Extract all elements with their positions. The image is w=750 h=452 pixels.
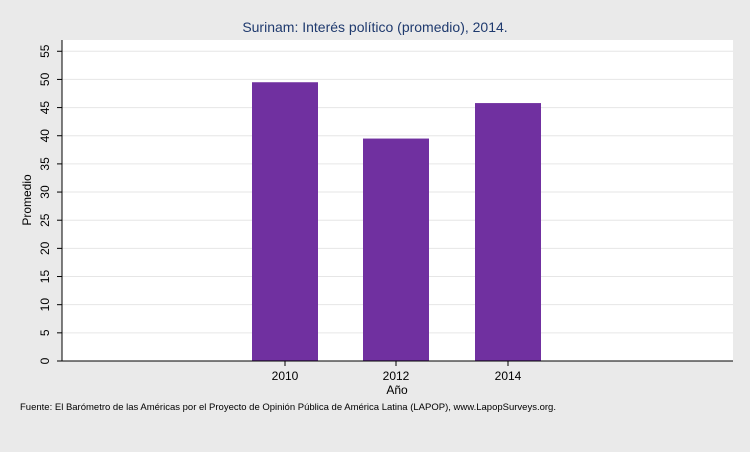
bar-2010 xyxy=(252,82,318,361)
y-tick-label: 50 xyxy=(38,72,52,86)
axes: 0 5 10 15 20 25 30 35 40 45 50 55 2010 2012 2014 xyxy=(38,40,733,383)
y-tick-label: 5 xyxy=(38,329,52,336)
source-note: Fuente: El Barómetro de las Américas por… xyxy=(20,402,556,413)
y-tick-label: 10 xyxy=(38,298,52,312)
y-tick-label: 55 xyxy=(38,44,52,58)
y-axis-label: Promedio xyxy=(20,174,34,226)
y-tick-label: 15 xyxy=(38,270,52,284)
x-tick-label: 2014 xyxy=(495,369,522,383)
bar-2012 xyxy=(363,138,429,361)
y-tick-label: 25 xyxy=(38,213,52,227)
y-tick-label: 40 xyxy=(38,129,52,143)
x-tick-label: 2012 xyxy=(383,369,410,383)
y-tick-label: 20 xyxy=(38,241,52,255)
chart-title: Surinam: Interés político (promedio), 20… xyxy=(242,19,507,35)
y-tick-label: 0 xyxy=(38,357,52,364)
y-tick-label: 30 xyxy=(38,185,52,199)
y-tick-label: 35 xyxy=(38,157,52,171)
x-tick-label: 2010 xyxy=(272,369,299,383)
bar-2014 xyxy=(475,103,541,362)
x-axis-label: Año xyxy=(386,383,408,397)
bars xyxy=(252,82,541,362)
y-tick-label: 45 xyxy=(38,101,52,115)
